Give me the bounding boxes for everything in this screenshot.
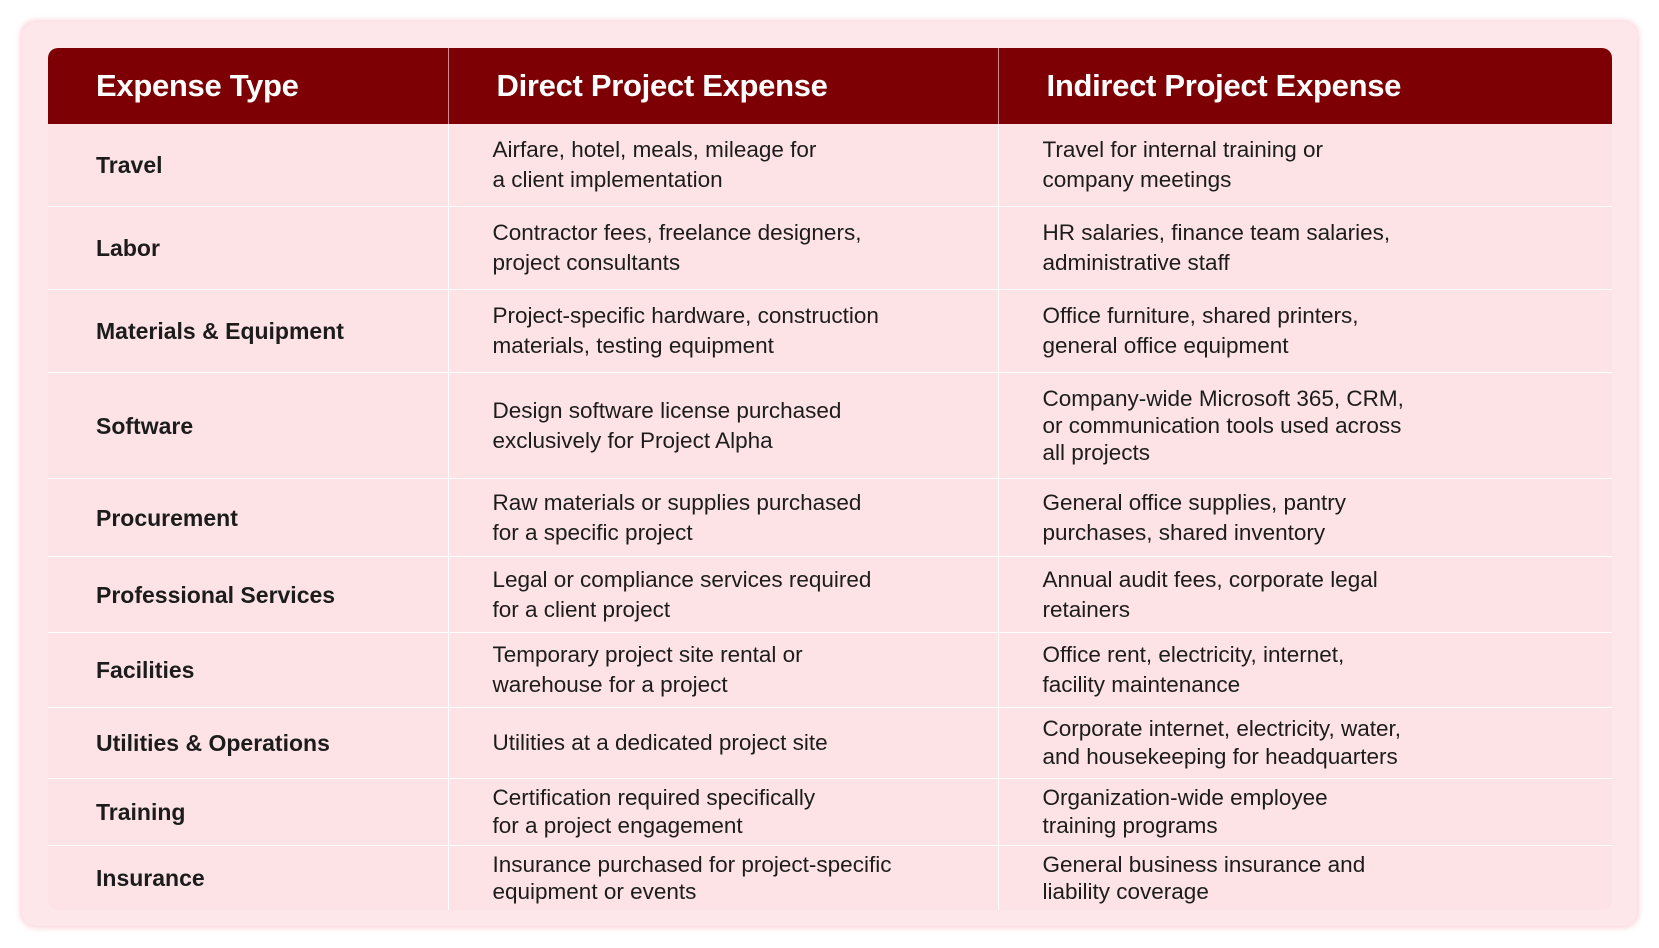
header-expense-type: Expense Type	[48, 48, 449, 124]
table-row: Facilities Temporary project site rental…	[48, 632, 1612, 708]
direct-expense-text: Utilities at a dedicated project site	[492, 729, 828, 755]
direct-expense-cell: Project-specific hardware, construction …	[448, 289, 999, 374]
direct-expense-text: Project-specific hardware, construction …	[492, 303, 879, 359]
direct-expense-cell: Airfare, hotel, meals, mileage for a cli…	[448, 124, 999, 208]
expense-type-cell: Labor	[48, 206, 449, 291]
direct-expense-text: Certification required specifically for …	[492, 784, 816, 838]
expense-type-cell: Travel	[48, 124, 449, 208]
direct-expense-cell: Certification required specifically for …	[448, 778, 999, 846]
indirect-expense-cell: Corporate internet, electricity, water, …	[998, 707, 1612, 779]
table-row: Procurement Raw materials or supplies pu…	[48, 478, 1612, 557]
table-row: Travel Airfare, hotel, meals, mileage fo…	[48, 124, 1612, 208]
indirect-expense-text: General office supplies, pantry purchase…	[1042, 489, 1347, 545]
indirect-expense-text: Organization-wide employee training prog…	[1042, 784, 1328, 838]
direct-expense-cell: Design software license purchased exclus…	[448, 372, 999, 480]
indirect-expense-text: Office furniture, shared printers, gener…	[1042, 303, 1359, 359]
table-card: Expense Type Direct Project Expense Indi…	[22, 22, 1637, 926]
direct-expense-text: Legal or compliance services required fo…	[492, 566, 872, 622]
header-direct-expense: Direct Project Expense	[448, 48, 999, 124]
direct-expense-text: Airfare, hotel, meals, mileage for a cli…	[492, 137, 817, 193]
indirect-expense-cell: Annual audit fees, corporate legal retai…	[998, 556, 1612, 634]
direct-expense-cell: Utilities at a dedicated project site	[448, 707, 999, 779]
expense-type-cell: Materials & Equipment	[48, 289, 449, 374]
indirect-expense-cell: Office rent, electricity, internet, faci…	[998, 632, 1612, 708]
table-row: Labor Contractor fees, freelance designe…	[48, 206, 1612, 291]
expense-type-cell: Insurance	[48, 845, 449, 910]
direct-expense-cell: Insurance purchased for project-specific…	[448, 845, 999, 910]
direct-expense-cell: Contractor fees, freelance designers, pr…	[448, 206, 999, 291]
expense-type-cell: Professional Services	[48, 556, 449, 634]
table-row: Materials & Equipment Project-specific h…	[48, 289, 1612, 374]
table-row: Insurance Insurance purchased for projec…	[48, 845, 1612, 910]
indirect-expense-text: Travel for internal training or company …	[1042, 137, 1324, 193]
table-row: Utilities & Operations Utilities at a de…	[48, 707, 1612, 779]
expense-comparison-table: Expense Type Direct Project Expense Indi…	[48, 48, 1612, 910]
indirect-expense-cell: General business insurance and liability…	[998, 845, 1612, 910]
table-body: Travel Airfare, hotel, meals, mileage fo…	[48, 124, 1612, 910]
expense-type-cell: Facilities	[48, 632, 449, 708]
indirect-expense-cell: HR salaries, finance team salaries, admi…	[998, 206, 1612, 291]
direct-expense-text: Design software license purchased exclus…	[492, 397, 842, 453]
indirect-expense-text: General business insurance and liability…	[1042, 851, 1366, 904]
indirect-expense-cell: General office supplies, pantry purchase…	[998, 478, 1612, 557]
direct-expense-text: Raw materials or supplies purchased for …	[492, 489, 862, 545]
table-row: Software Design software license purchas…	[48, 372, 1612, 480]
direct-expense-text: Insurance purchased for project-specific…	[492, 851, 892, 904]
indirect-expense-text: Annual audit fees, corporate legal retai…	[1042, 566, 1378, 622]
expense-type-cell: Training	[48, 778, 449, 846]
direct-expense-cell: Legal or compliance services required fo…	[448, 556, 999, 634]
direct-expense-text: Contractor fees, freelance designers, pr…	[492, 220, 862, 276]
table-header: Expense Type Direct Project Expense Indi…	[48, 48, 1612, 124]
direct-expense-cell: Raw materials or supplies purchased for …	[448, 478, 999, 557]
direct-expense-text: Temporary project site rental or warehou…	[492, 641, 803, 697]
indirect-expense-text: Company-wide Microsoft 365, CRM, or comm…	[1042, 386, 1404, 466]
header-indirect-expense: Indirect Project Expense	[1046, 68, 1402, 103]
indirect-expense-text: Corporate internet, electricity, water, …	[1042, 715, 1401, 769]
header-row: Expense Type Direct Project Expense Indi…	[48, 48, 1612, 124]
table-container: Expense Type Direct Project Expense Indi…	[48, 48, 1612, 910]
indirect-expense-cell: Company-wide Microsoft 365, CRM, or comm…	[998, 372, 1612, 480]
direct-expense-cell: Temporary project site rental or warehou…	[448, 632, 999, 708]
indirect-expense-cell: Travel for internal training or company …	[998, 124, 1612, 208]
indirect-expense-text: HR salaries, finance team salaries, admi…	[1042, 220, 1391, 276]
indirect-expense-text: Office rent, electricity, internet, faci…	[1042, 641, 1345, 697]
indirect-expense-cell: Office furniture, shared printers, gener…	[998, 289, 1612, 374]
table-row: Professional Services Legal or complianc…	[48, 556, 1612, 634]
table-row: Training Certification required specific…	[48, 778, 1612, 846]
indirect-expense-cell: Organization-wide employee training prog…	[998, 778, 1612, 846]
expense-type-cell: Procurement	[48, 478, 449, 557]
expense-type-cell: Utilities & Operations	[48, 707, 449, 779]
expense-type-cell: Software	[48, 372, 449, 480]
